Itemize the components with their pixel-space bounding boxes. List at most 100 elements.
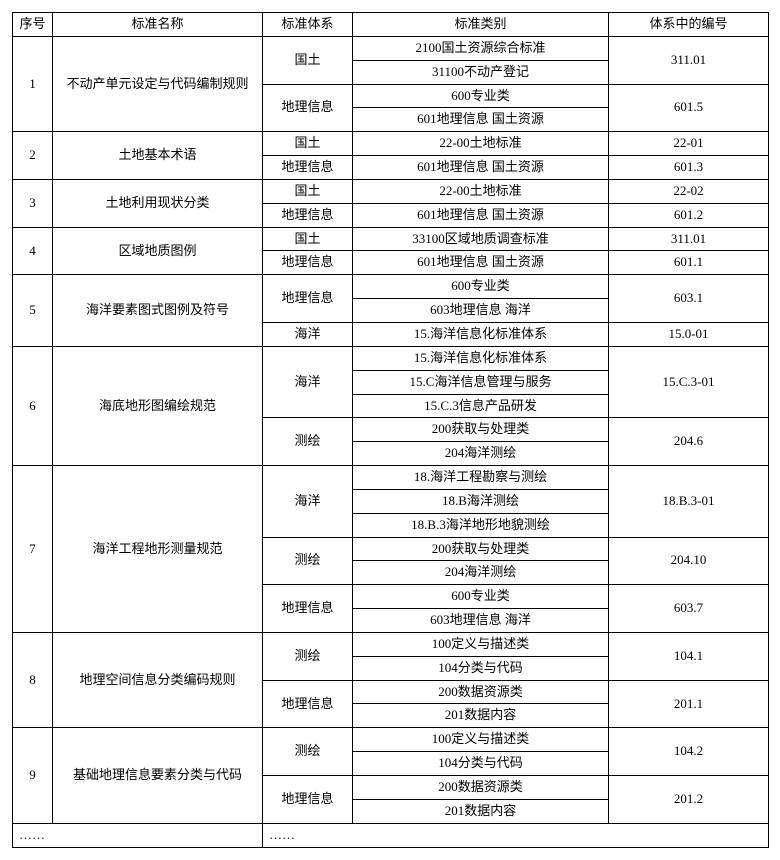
cell-system: 地理信息 (263, 156, 353, 180)
cell-seq: 6 (13, 346, 53, 465)
cell-category: 18.海洋工程勘察与测绘 (353, 466, 609, 490)
cell-name: 海洋要素图式图例及符号 (53, 275, 263, 347)
cell-system: 地理信息 (263, 203, 353, 227)
table-row: 6海底地形图编绘规范海洋15.海洋信息化标准体系15.C.3-01 (13, 346, 769, 370)
cell-category: 33100区域地质调查标准 (353, 227, 609, 251)
cell-seq: 4 (13, 227, 53, 275)
table-row: 4区域地质图例国土33100区域地质调查标准311.01 (13, 227, 769, 251)
cell-system: 测绘 (263, 632, 353, 680)
cell-code: 201.2 (609, 776, 769, 824)
cell-system: 地理信息 (263, 251, 353, 275)
cell-name: 海洋工程地形测量规范 (53, 466, 263, 633)
ellipsis-cell: …… (263, 823, 769, 847)
cell-category: 200获取与处理类 (353, 418, 609, 442)
cell-system: 国土 (263, 132, 353, 156)
cell-system: 地理信息 (263, 84, 353, 132)
col-seq: 序号 (13, 13, 53, 37)
cell-category: 201数据内容 (353, 799, 609, 823)
cell-category: 22-00土地标准 (353, 132, 609, 156)
cell-system: 国土 (263, 179, 353, 203)
cell-category: 15.C海洋信息管理与服务 (353, 370, 609, 394)
cell-category: 200数据资源类 (353, 680, 609, 704)
cell-system: 测绘 (263, 728, 353, 776)
cell-name: 不动产单元设定与代码编制规则 (53, 36, 263, 131)
cell-code: 601.1 (609, 251, 769, 275)
cell-name: 地理空间信息分类编码规则 (53, 632, 263, 727)
col-name: 标准名称 (53, 13, 263, 37)
cell-system: 地理信息 (263, 585, 353, 633)
cell-system: 国土 (263, 36, 353, 84)
cell-category: 601地理信息 国土资源 (353, 156, 609, 180)
cell-system: 测绘 (263, 418, 353, 466)
cell-category: 15.海洋信息化标准体系 (353, 346, 609, 370)
cell-seq: 9 (13, 728, 53, 823)
cell-category: 603地理信息 海洋 (353, 609, 609, 633)
cell-code: 311.01 (609, 36, 769, 84)
cell-category: 601地理信息 国土资源 (353, 108, 609, 132)
cell-seq: 1 (13, 36, 53, 131)
cell-system: 地理信息 (263, 275, 353, 323)
cell-seq: 3 (13, 179, 53, 227)
cell-name: 土地基本术语 (53, 132, 263, 180)
cell-category: 601地理信息 国土资源 (353, 251, 609, 275)
cell-system: 海洋 (263, 346, 353, 418)
cell-category: 18.B.3海洋地形地貌测绘 (353, 513, 609, 537)
cell-seq: 7 (13, 466, 53, 633)
cell-system: 地理信息 (263, 776, 353, 824)
cell-system: 海洋 (263, 466, 353, 538)
cell-system: 海洋 (263, 322, 353, 346)
cell-system: 测绘 (263, 537, 353, 585)
cell-category: 204海洋测绘 (353, 442, 609, 466)
cell-category: 31100不动产登记 (353, 60, 609, 84)
cell-seq: 8 (13, 632, 53, 727)
cell-seq: 2 (13, 132, 53, 180)
cell-code: 22-01 (609, 132, 769, 156)
cell-category: 22-00土地标准 (353, 179, 609, 203)
table-row: 7海洋工程地形测量规范海洋18.海洋工程勘察与测绘18.B.3-01 (13, 466, 769, 490)
cell-seq: 5 (13, 275, 53, 347)
table-row: 9基础地理信息要素分类与代码测绘100定义与描述类104.2 (13, 728, 769, 752)
table-row: 5海洋要素图式图例及符号地理信息600专业类603.1 (13, 275, 769, 299)
table-header-row: 序号 标准名称 标准体系 标准类别 体系中的编号 (13, 13, 769, 37)
cell-code: 22-02 (609, 179, 769, 203)
cell-code: 603.7 (609, 585, 769, 633)
col-sys: 标准体系 (263, 13, 353, 37)
table-row: 1不动产单元设定与代码编制规则国土2100国土资源综合标准311.01 (13, 36, 769, 60)
cell-category: 18.B海洋测绘 (353, 489, 609, 513)
cell-code: 311.01 (609, 227, 769, 251)
cell-category: 201数据内容 (353, 704, 609, 728)
cell-code: 104.1 (609, 632, 769, 680)
cell-name: 区域地质图例 (53, 227, 263, 275)
cell-category: 15.C.3信息产品研发 (353, 394, 609, 418)
cell-code: 15.C.3-01 (609, 346, 769, 418)
cell-category: 15.海洋信息化标准体系 (353, 322, 609, 346)
cell-category: 104分类与代码 (353, 656, 609, 680)
ellipsis-cell: …… (13, 823, 263, 847)
cell-category: 100定义与描述类 (353, 632, 609, 656)
table-row: 3土地利用现状分类国土22-00土地标准22-02 (13, 179, 769, 203)
cell-system: 地理信息 (263, 680, 353, 728)
cell-category: 601地理信息 国土资源 (353, 203, 609, 227)
cell-name: 海底地形图编绘规范 (53, 346, 263, 465)
cell-name: 土地利用现状分类 (53, 179, 263, 227)
cell-code: 603.1 (609, 275, 769, 323)
cell-category: 200数据资源类 (353, 776, 609, 800)
cell-code: 104.2 (609, 728, 769, 776)
cell-category: 603地理信息 海洋 (353, 299, 609, 323)
cell-category: 204海洋测绘 (353, 561, 609, 585)
cell-name: 基础地理信息要素分类与代码 (53, 728, 263, 823)
cell-code: 601.2 (609, 203, 769, 227)
ellipsis-row: ………… (13, 823, 769, 847)
cell-code: 15.0-01 (609, 322, 769, 346)
cell-category: 2100国土资源综合标准 (353, 36, 609, 60)
cell-category: 600专业类 (353, 275, 609, 299)
cell-category: 104分类与代码 (353, 752, 609, 776)
standards-table: 序号 标准名称 标准体系 标准类别 体系中的编号 1不动产单元设定与代码编制规则… (12, 12, 769, 848)
col-cat: 标准类别 (353, 13, 609, 37)
table-row: 2土地基本术语国土22-00土地标准22-01 (13, 132, 769, 156)
cell-system: 国土 (263, 227, 353, 251)
cell-code: 601.3 (609, 156, 769, 180)
cell-code: 204.10 (609, 537, 769, 585)
cell-category: 200获取与处理类 (353, 537, 609, 561)
cell-code: 204.6 (609, 418, 769, 466)
